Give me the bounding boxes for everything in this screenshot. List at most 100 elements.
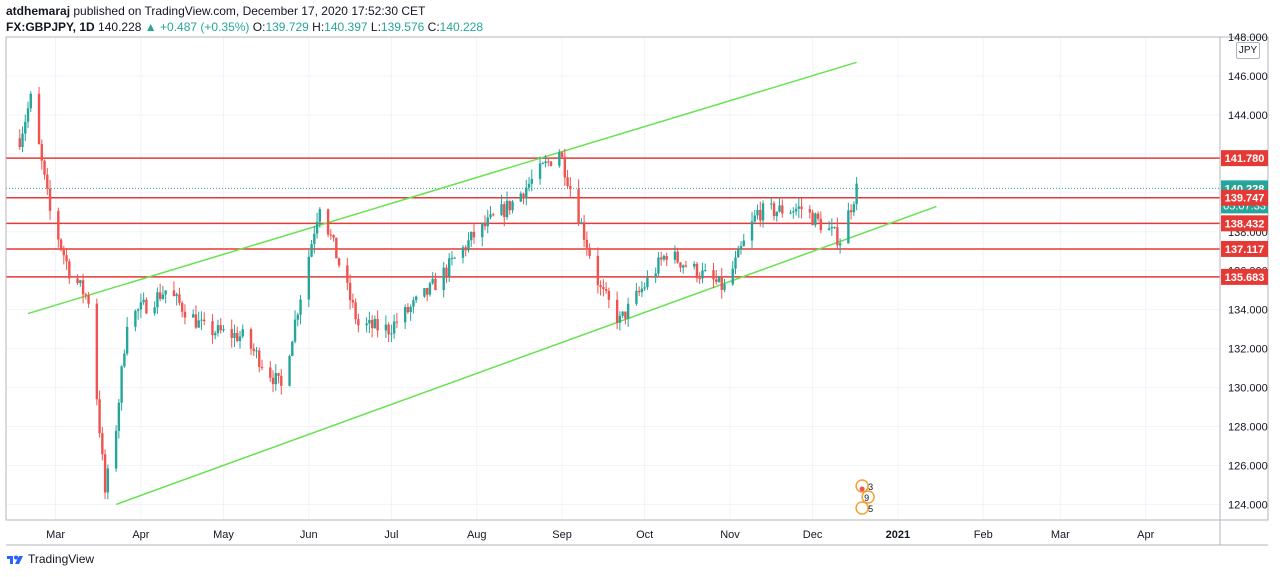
candle-body xyxy=(249,329,253,349)
candle-body xyxy=(492,214,495,216)
candle-body xyxy=(602,287,605,290)
up-arrow-icon: ▲ xyxy=(144,20,157,34)
candle-body xyxy=(855,183,858,205)
candle-body xyxy=(673,251,677,260)
candle-body xyxy=(337,258,341,266)
candle-body xyxy=(299,299,302,315)
candle-body xyxy=(139,302,143,310)
candle-body xyxy=(329,234,333,236)
candle-body xyxy=(580,222,583,224)
candle-body xyxy=(158,292,162,299)
time-tick-label: Aug xyxy=(467,529,487,541)
symbol-label[interactable]: FX:GBPJPY, 1D xyxy=(6,20,95,34)
candle-body xyxy=(428,283,432,295)
candle-body xyxy=(136,309,140,311)
open-value: 139.729 xyxy=(265,20,309,34)
candle-body xyxy=(211,321,214,336)
candle-body xyxy=(230,329,233,339)
chart-grid xyxy=(6,36,1220,520)
event-marker-label: 5 xyxy=(868,504,873,514)
candle-body xyxy=(252,348,255,352)
candle-body xyxy=(37,93,41,145)
candle-body xyxy=(68,261,71,279)
candle-body xyxy=(274,373,277,385)
candle-body xyxy=(164,290,167,295)
candle-body xyxy=(734,257,737,269)
candle-body xyxy=(566,177,569,186)
candle-body xyxy=(563,156,567,178)
time-tick-label: Mar xyxy=(1051,529,1070,541)
candle-body xyxy=(596,255,600,286)
candle-body xyxy=(753,215,756,222)
candle-body xyxy=(505,200,509,218)
candle-body xyxy=(373,319,377,329)
candles xyxy=(18,86,858,500)
event-marker-icon xyxy=(855,479,869,493)
author-name[interactable]: atdhemaraj xyxy=(6,4,71,18)
candle-body xyxy=(98,399,101,434)
symbol-quote-line: FX:GBPJPY, 1D 140.228 ▲ +0.487 (+0.35%) … xyxy=(6,19,483,35)
candle-body xyxy=(486,217,489,227)
level-tag-bg xyxy=(1221,189,1268,206)
candle-body xyxy=(156,292,159,308)
candle-body xyxy=(701,270,704,279)
time-tick-label: Jul xyxy=(384,529,398,541)
candle-body xyxy=(24,121,27,134)
candle-body xyxy=(423,288,426,297)
candle-body xyxy=(87,295,90,304)
candle-body xyxy=(114,430,118,469)
candle-body xyxy=(153,307,156,314)
candle-body xyxy=(29,93,32,109)
candle-body xyxy=(624,311,627,319)
candle-body xyxy=(106,468,110,493)
currency-unit-badge[interactable]: JPY xyxy=(1236,42,1260,59)
horizontal-levels xyxy=(6,157,1220,278)
last-price: 140.228 xyxy=(98,20,142,34)
candle-body xyxy=(222,329,225,331)
candle-body xyxy=(731,268,734,285)
candle-body xyxy=(770,203,773,205)
candle-body xyxy=(712,270,715,280)
candle-body xyxy=(781,205,784,214)
candle-body xyxy=(81,280,85,295)
candle-body xyxy=(445,267,448,277)
candle-body xyxy=(599,285,602,288)
low-value: 139.576 xyxy=(380,20,425,34)
candle-body xyxy=(827,228,831,231)
candle-body xyxy=(365,323,368,326)
price-tick-label: 132.000 xyxy=(1228,344,1268,356)
time-tick-label: Mar xyxy=(46,529,65,541)
candle-body xyxy=(258,350,261,367)
candle-body xyxy=(775,211,778,217)
candle-body xyxy=(541,163,545,165)
candle-body xyxy=(544,161,547,164)
candle-body xyxy=(511,201,514,211)
event-marker-icon xyxy=(855,501,869,515)
candle-body xyxy=(120,366,123,403)
candle-body xyxy=(65,255,68,262)
candle-body xyxy=(679,262,682,268)
candle-body xyxy=(57,210,60,240)
event-marker-label: 9 xyxy=(864,493,869,503)
candle-body xyxy=(40,144,43,161)
candle-body xyxy=(95,303,99,400)
candle-body xyxy=(847,210,850,244)
candle-body xyxy=(368,319,371,324)
candle-body xyxy=(789,212,792,214)
time-tick-label: Jun xyxy=(300,529,318,541)
close-value: 140.228 xyxy=(439,20,484,34)
candle-body xyxy=(640,288,644,293)
candle-body xyxy=(351,300,355,303)
candle-body xyxy=(808,209,812,213)
footer-brand[interactable]: TradingView xyxy=(6,552,94,566)
candle-body xyxy=(183,311,187,318)
candle-body xyxy=(530,178,533,184)
candle-body xyxy=(431,278,434,284)
candle-body xyxy=(549,161,553,166)
candle-body xyxy=(376,319,379,331)
candle-body xyxy=(219,325,222,331)
candle-body xyxy=(717,276,721,282)
candle-body xyxy=(453,257,456,259)
candle-body xyxy=(395,321,399,323)
